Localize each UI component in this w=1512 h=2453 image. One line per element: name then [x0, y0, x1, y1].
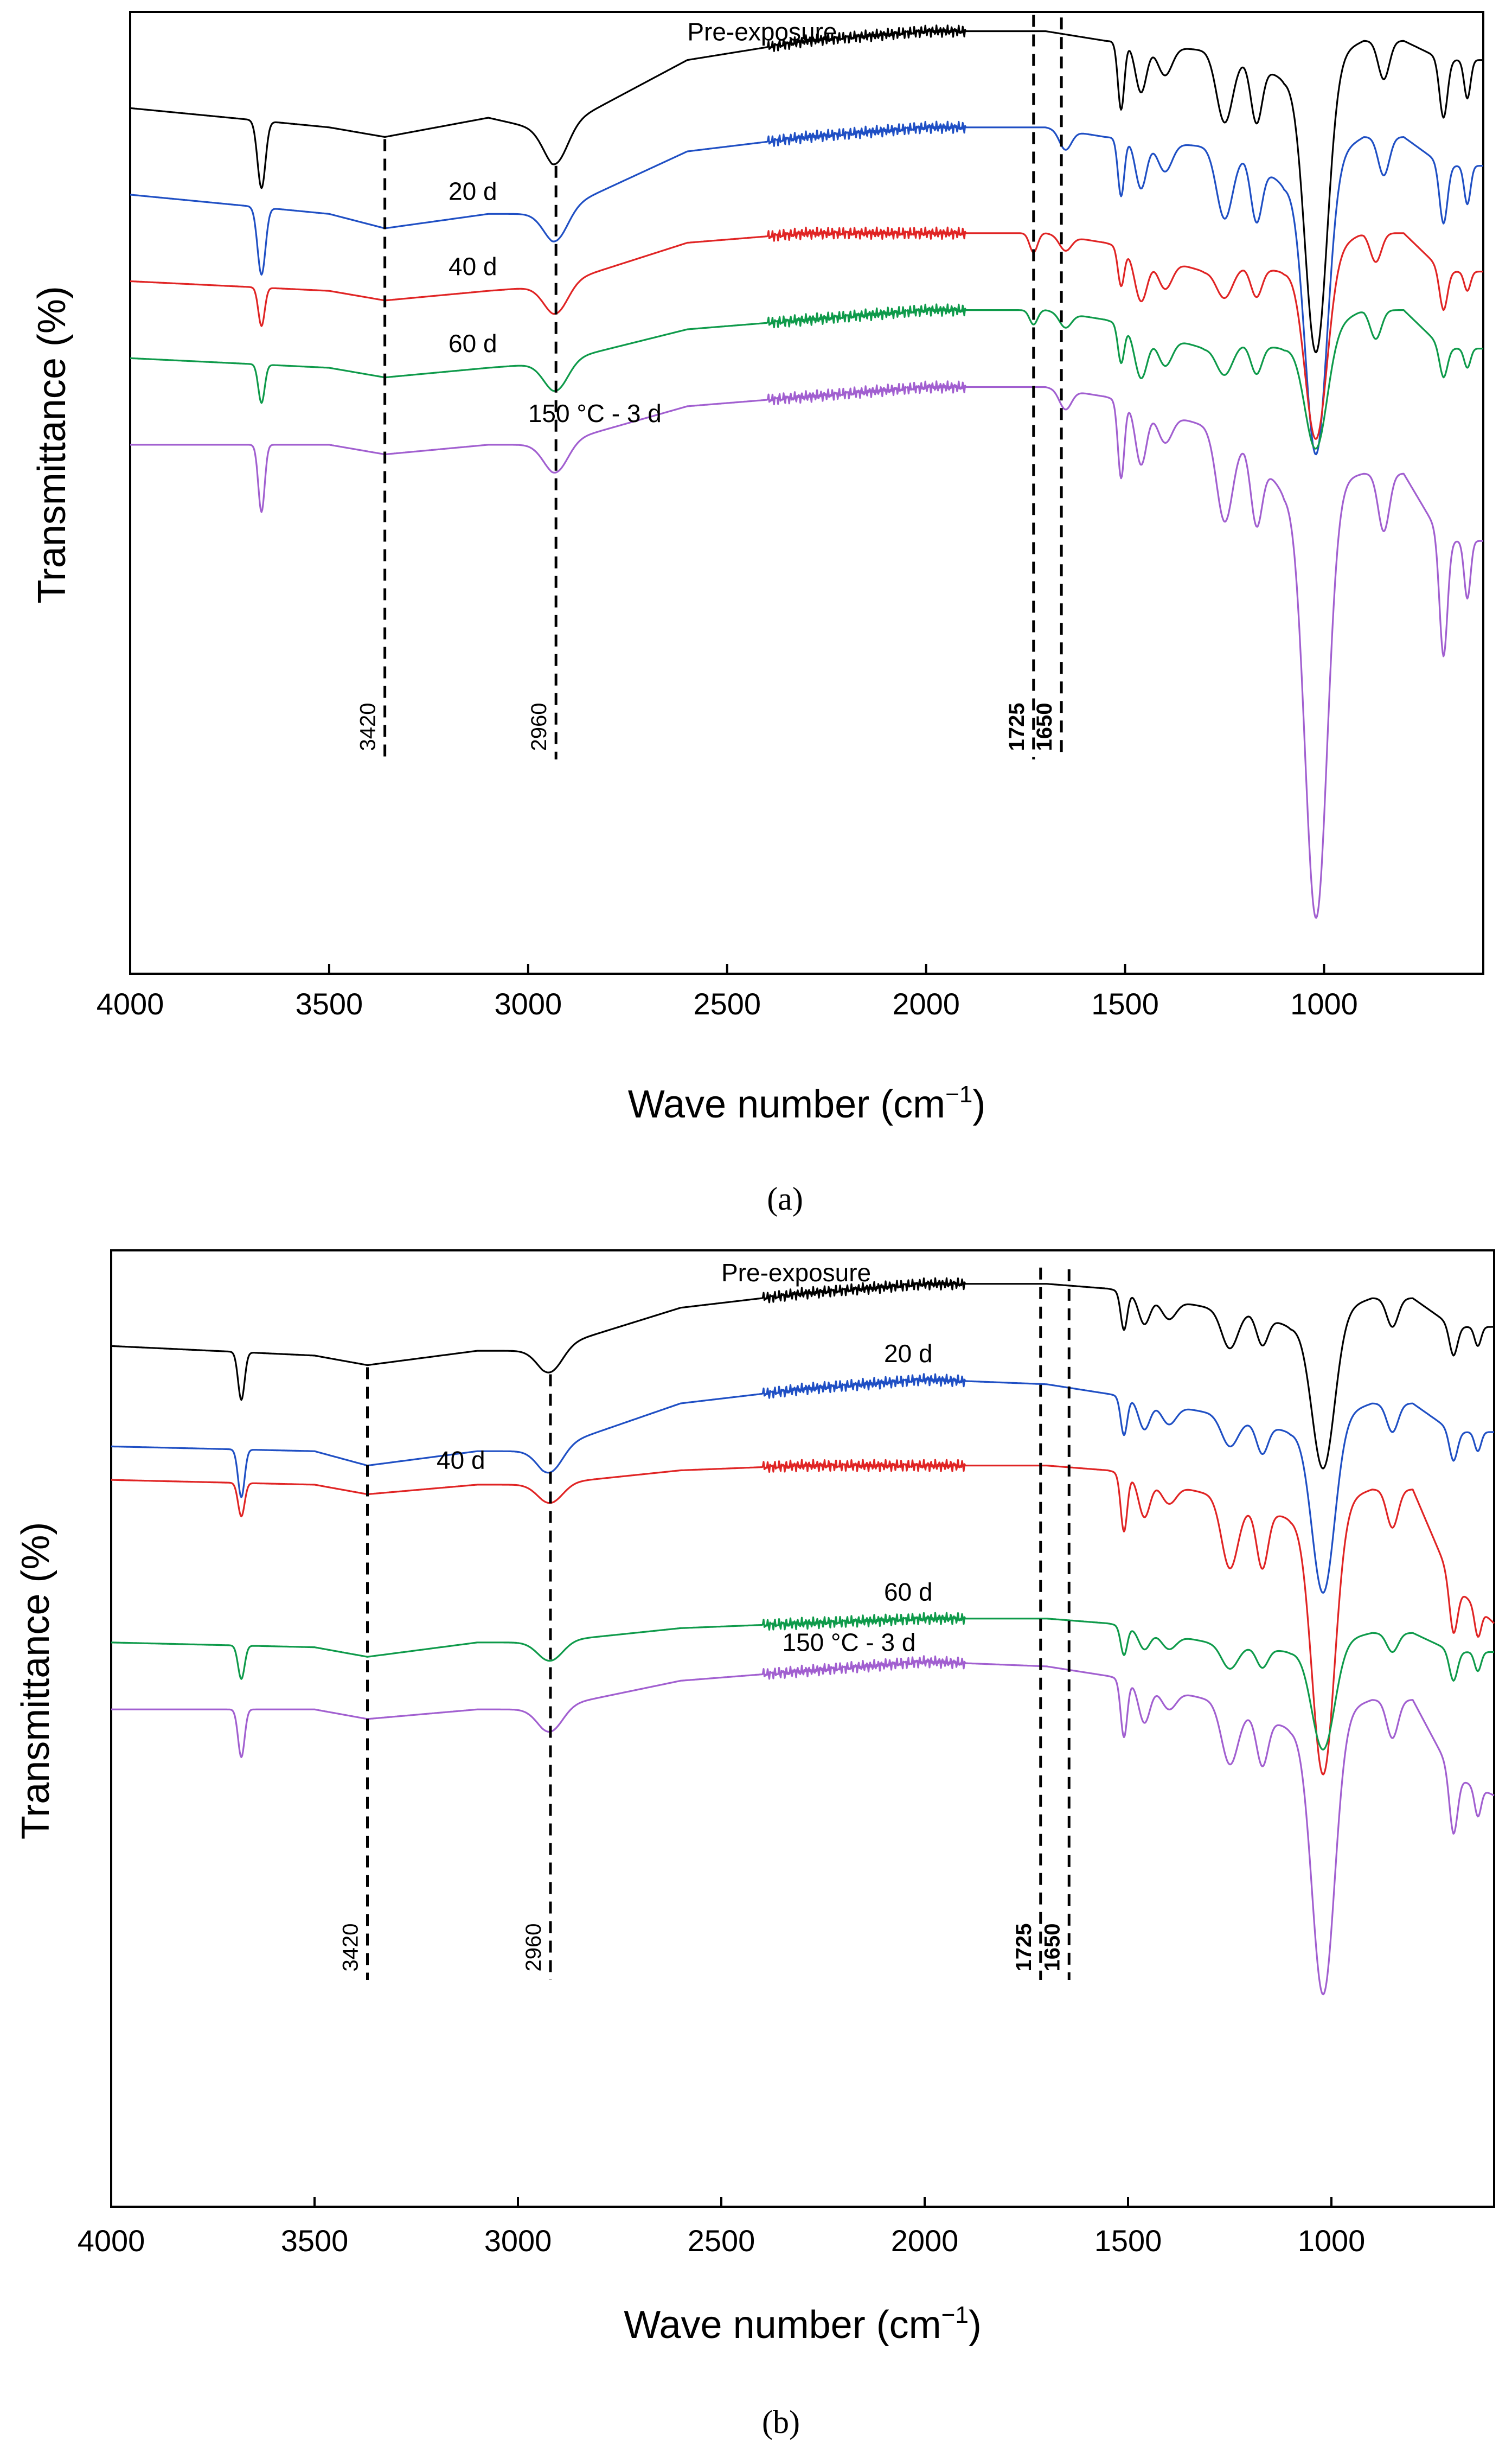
series-label-4: 60 d [449, 329, 497, 357]
x-axis-title-close: ) [969, 2303, 982, 2347]
series-label-2: 20 d [884, 1339, 933, 1368]
series-line-3 [111, 1459, 1495, 1775]
series-label-3: 40 d [449, 252, 497, 280]
x-axis-title-sup: −1 [945, 1081, 972, 1108]
x-tick-label: 2000 [891, 2224, 959, 2258]
y-axis-title: Transmittance (%) [30, 286, 74, 603]
series-line-5 [111, 1655, 1495, 1996]
series-line-3 [130, 226, 1484, 440]
series-line-4 [130, 303, 1484, 450]
series-label-1: Pre-exposure [721, 1259, 871, 1287]
x-tick-label: 3500 [281, 2224, 349, 2258]
reference-line-label: 1650 [1040, 1924, 1064, 1972]
series-line-2 [111, 1373, 1495, 1594]
reference-line-label: 3420 [356, 703, 380, 751]
x-tick-label: 3500 [296, 987, 363, 1021]
plot-frame [110, 1249, 1495, 2208]
x-tick-label: 2500 [693, 987, 761, 1021]
x-tick-label: 1500 [1094, 2224, 1162, 2258]
series-line-4 [111, 1612, 1495, 1751]
x-tick-label: 4000 [78, 2224, 145, 2258]
panel-b: 4000 3500 3000 2500 2000 1500 1000 Wave number … [14, 1249, 1495, 2440]
series-line-5 [130, 380, 1484, 919]
x-axis-title-close: ) [972, 1083, 985, 1126]
x-axis-title-text: Wave number (cm [624, 2303, 941, 2347]
x-tick-label: 2000 [892, 987, 960, 1021]
series-label-5: 150 °C - 3 d [783, 1628, 916, 1657]
x-tick-label: 1000 [1290, 987, 1358, 1021]
series-label-5: 150 °C - 3 d [528, 399, 662, 427]
x-tick-label: 2500 [688, 2224, 755, 2258]
reference-line-label: 1650 [1033, 703, 1056, 751]
y-axis-title: Transmittance (%) [14, 1522, 57, 1839]
x-tick-label: 1000 [1298, 2224, 1366, 2258]
panel-a: 4000 3500 3000 2500 2000 1500 1000 Wave number … [30, 11, 1484, 1217]
plot-frame [129, 11, 1484, 975]
x-tick-label: 3000 [484, 2224, 552, 2258]
x-axis-title-text: Wave number (cm [628, 1083, 945, 1126]
x-axis-title-sup: −1 [941, 2302, 969, 2328]
x-axis-title: Wave number (cm−1) [624, 2302, 982, 2347]
x-tick-label: 3000 [495, 987, 562, 1021]
series-label-3: 40 d [437, 1446, 485, 1474]
series-line-1 [130, 24, 1484, 354]
x-tick-label: 4000 [97, 987, 164, 1021]
reference-line-label: 2960 [522, 1924, 546, 1972]
reference-line-label: 3420 [339, 1924, 363, 1972]
panel-caption: (b) [762, 2404, 800, 2440]
reference-line-label: 1725 [1005, 703, 1029, 751]
series-label-1: Pre-exposure [687, 18, 837, 46]
series-label-2: 20 d [449, 177, 497, 206]
x-tick-label: 1500 [1091, 987, 1159, 1021]
series-line-2 [130, 120, 1484, 456]
reference-line-label: 2960 [527, 703, 551, 751]
series-line-1 [111, 1277, 1495, 1470]
series-label-4: 60 d [884, 1578, 933, 1606]
panel-caption: (a) [767, 1181, 803, 1217]
x-axis-title: Wave number (cm−1) [628, 1081, 986, 1126]
reference-line-label: 1725 [1012, 1924, 1036, 1972]
